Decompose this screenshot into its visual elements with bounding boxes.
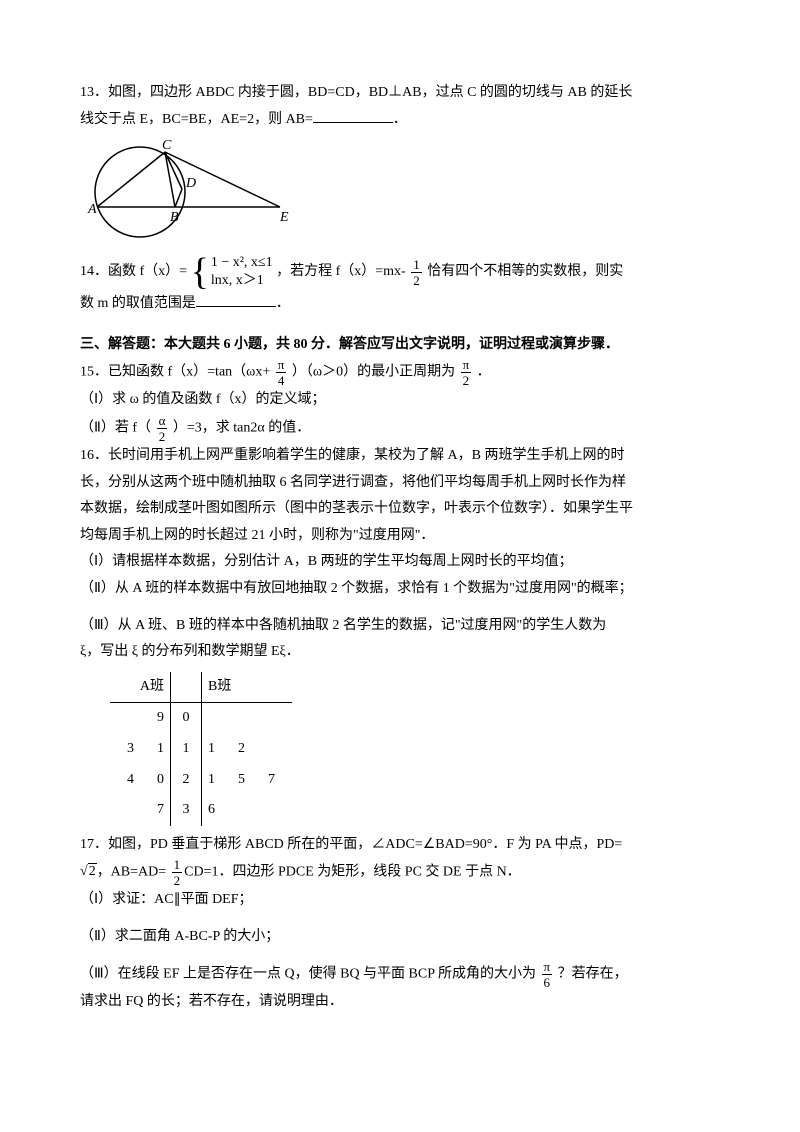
stem-leaf-table: A班 B班 9 0 3 1 1 1 2 4 0 2 1 5 7 7 3 6 xyxy=(110,672,292,826)
q15-num: 15． xyxy=(80,365,108,380)
table-row: 3 1 1 1 2 xyxy=(110,734,292,765)
q13-line1: 13．如图，四边形 ABDC 内接于圆，BD=CD，BD⊥AB，过点 C 的圆的… xyxy=(80,80,720,107)
q17-p2: （Ⅱ）求二面角 A-BC-P 的大小； xyxy=(80,924,720,951)
svg-text:E: E xyxy=(279,210,289,225)
svg-text:A: A xyxy=(87,202,97,217)
q14-num: 14． xyxy=(80,264,108,279)
svg-text:D: D xyxy=(185,176,196,191)
table-header-row: A班 B班 xyxy=(110,672,292,703)
circle-diagram: A B C D E xyxy=(80,137,290,247)
table-row: 4 0 2 1 5 7 xyxy=(110,765,292,796)
q13-num: 13． xyxy=(80,85,108,100)
q16-p2: （Ⅱ）从 A 班的样本数据中有放回地抽取 2 个数据，求恰有 1 个数据为"过度… xyxy=(80,576,720,603)
svg-text:B: B xyxy=(170,210,179,225)
q16-l2: 长，分别从这两个班中随机抽取 6 名同学进行调查，将他们平均每周手机上网时长作为… xyxy=(80,470,720,497)
piecewise: { 1 − x², x≤1 lnx, x＞1 xyxy=(191,253,273,291)
q16-l4: 均每周手机上网的时长超过 21 小时，则称为"过度用网"． xyxy=(80,523,720,550)
frac-alpha2: α2 xyxy=(157,414,168,443)
head-a: A班 xyxy=(110,672,171,703)
q17-p1: （Ⅰ）求证：AC∥平面 DEF； xyxy=(80,887,720,914)
q16-p3b: ξ，写出 ξ 的分布列和数学期望 Eξ． xyxy=(80,639,720,666)
q14-line1: 14．函数 f（x）= { 1 − x², x≤1 lnx, x＞1 ，若方程 … xyxy=(80,253,720,291)
frac-half: 12 xyxy=(411,258,422,287)
q13-figure: A B C D E xyxy=(80,137,720,247)
frac-pi6: π6 xyxy=(542,960,553,989)
head-b: B班 xyxy=(202,672,293,703)
table-row: 9 0 xyxy=(110,703,292,734)
q13-line2: 线交于点 E，BC=BE，AE=2，则 AB=． xyxy=(80,107,720,134)
blank xyxy=(313,108,393,123)
q17-p3c: 请求出 FQ 的长；若不存在，请说明理由． xyxy=(80,989,720,1016)
q15-line1: 15．已知函数 f（x）=tan（ωx+ π4 ）（ω＞0）的最小正周期为 π2… xyxy=(80,358,720,387)
frac-pi2: π2 xyxy=(461,358,472,387)
q17-l1: 17．如图，PD 垂直于梯形 ABCD 所在的平面，∠ADC=∠BAD=90°．… xyxy=(80,832,720,859)
q15-part1: （Ⅰ）求 ω 的值及函数 f（x）的定义域； xyxy=(80,387,720,414)
blank xyxy=(196,292,276,307)
q14-line2: 数 m 的取值范围是． xyxy=(80,291,720,318)
svg-text:C: C xyxy=(162,138,172,153)
q16-l1: 16．长时间用手机上网严重影响着学生的健康，某校为了解 A，B 两班学生手机上网… xyxy=(80,443,720,470)
frac-pi4: π4 xyxy=(276,358,287,387)
q17-num: 17． xyxy=(80,837,108,852)
sqrt2: √2 xyxy=(80,859,97,886)
table-row: 7 3 6 xyxy=(110,795,292,826)
q17-p3: （Ⅲ）在线段 EF 上是否存在一点 Q，使得 BQ 与平面 BCP 所成角的大小… xyxy=(80,960,720,989)
q16-l3: 本数据，绘制成茎叶图如图所示（图中的茎表示十位数字，叶表示个位数字）．如果学生平 xyxy=(80,496,720,523)
q16-p3: （Ⅲ）从 A 班、B 班的样本中各随机抽取 2 名学生的数据，记"过度用网"的学… xyxy=(80,613,720,640)
q15-part2: （Ⅱ）若 f（ α2 ）=3，求 tan2α 的值． xyxy=(80,414,720,443)
section3-heading: 三、解答题：本大题共 6 小题，共 80 分．解答应写出文字说明，证明过程或演算… xyxy=(80,332,720,359)
q16-p1: （Ⅰ）请根据样本数据，分别估计 A，B 两班的学生平均每周上网时长的平均值； xyxy=(80,549,720,576)
q17-l2: √2，AB=AD= 12CD=1．四边形 PDCE 为矩形，线段 PC 交 DE… xyxy=(80,858,720,887)
q16-num: 16． xyxy=(80,448,108,463)
frac-half: 12 xyxy=(172,858,183,887)
